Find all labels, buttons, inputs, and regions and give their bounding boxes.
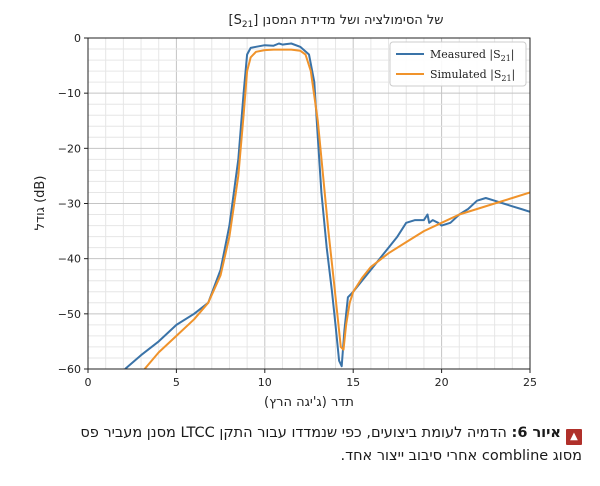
- x-axis-title: תדר (ג'יגה הרץ): [264, 395, 354, 410]
- x-tick-label: 25: [523, 376, 537, 389]
- x-tick-label: 5: [173, 376, 180, 389]
- figure-caption: ▲איור 6: הדמיה לעומת ביצועים, כפי שנמדדו…: [56, 422, 582, 467]
- chart-title-bracket: [S: [229, 13, 242, 28]
- double-chevron-up-icon[interactable]: ▲: [566, 429, 582, 445]
- y-tick-label: −60: [58, 363, 81, 376]
- x-tick-label: 15: [346, 376, 360, 389]
- chart-title-bracket-close: ]: [253, 13, 258, 28]
- y-tick-label: −50: [58, 308, 81, 321]
- y-tick-label: −10: [58, 87, 81, 100]
- series-line-measured: [124, 42, 530, 369]
- y-tick-label: 0: [74, 32, 81, 45]
- chart-title-subscript: 21: [242, 20, 253, 30]
- x-tick-label: 10: [258, 376, 272, 389]
- y-tick-label: −30: [58, 198, 81, 211]
- series-layer: [124, 42, 530, 369]
- chart-title-text: של הסימולציה ושל מדידת המסנן: [263, 13, 444, 28]
- x-tick-label: 20: [435, 376, 449, 389]
- y-tick-label: −40: [58, 253, 81, 266]
- series-line-simulated: [143, 48, 530, 369]
- ticks: 0 5 10 15 20 25 0 −10 −20 −30 −40 −50 −60: [58, 32, 537, 389]
- x-tick-label: 0: [85, 376, 92, 389]
- caption-label: איור 6:: [511, 425, 562, 441]
- legend: Measured |S21| Simulated |S21|: [389, 41, 527, 87]
- y-tick-label: −20: [58, 142, 81, 155]
- y-axis-title: גודל (dB): [33, 176, 48, 231]
- grid: [87, 37, 531, 370]
- legend-label-measured: Measured |S21|: [430, 48, 515, 63]
- chart-title: [S21] של הסימולציה ושל מדידת המסנן: [229, 13, 444, 30]
- caption-text: הדמיה לעומת ביצועים, כפי שנמדדו עבור התק…: [80, 425, 582, 464]
- legend-label-simulated: Simulated |S21|: [430, 68, 515, 83]
